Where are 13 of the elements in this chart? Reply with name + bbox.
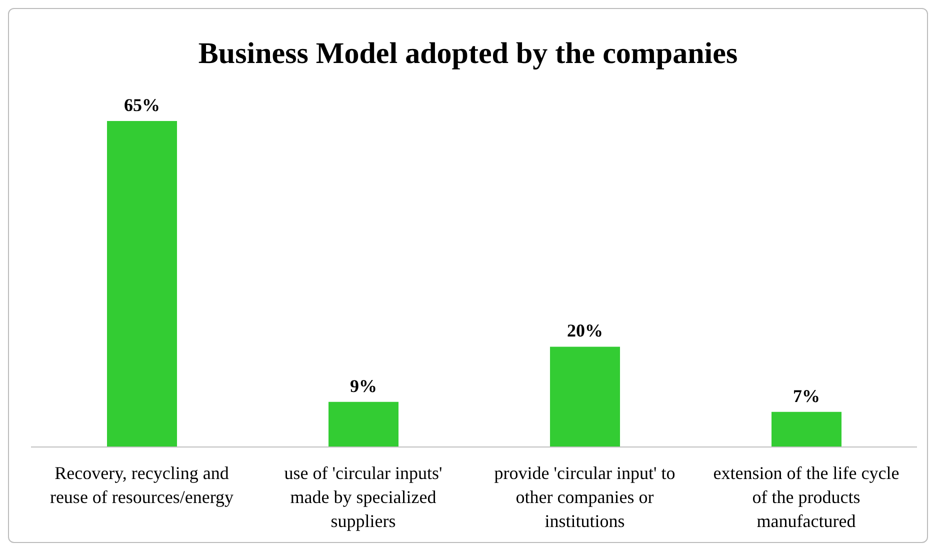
x-tick-label: use of 'circular inputs' made by specialized suppliers [284,463,442,531]
x-tick-label: extension of the life cycle of the products manufactured [713,463,900,531]
chart-title: Business Model adopted by the companies [197,36,739,72]
bar [107,121,177,447]
x-tick-label: Recovery, recycling and reuse of resources/energy [50,463,234,507]
data-label: 20% [567,320,603,341]
x-tick-label: provide 'circular input' to other companies or institutions [494,463,676,531]
data-label: 7% [793,386,820,406]
bar [550,346,620,447]
bar [328,402,398,447]
data-label: 9% [350,376,377,396]
data-label: 65% [124,95,160,115]
bar [772,412,842,447]
